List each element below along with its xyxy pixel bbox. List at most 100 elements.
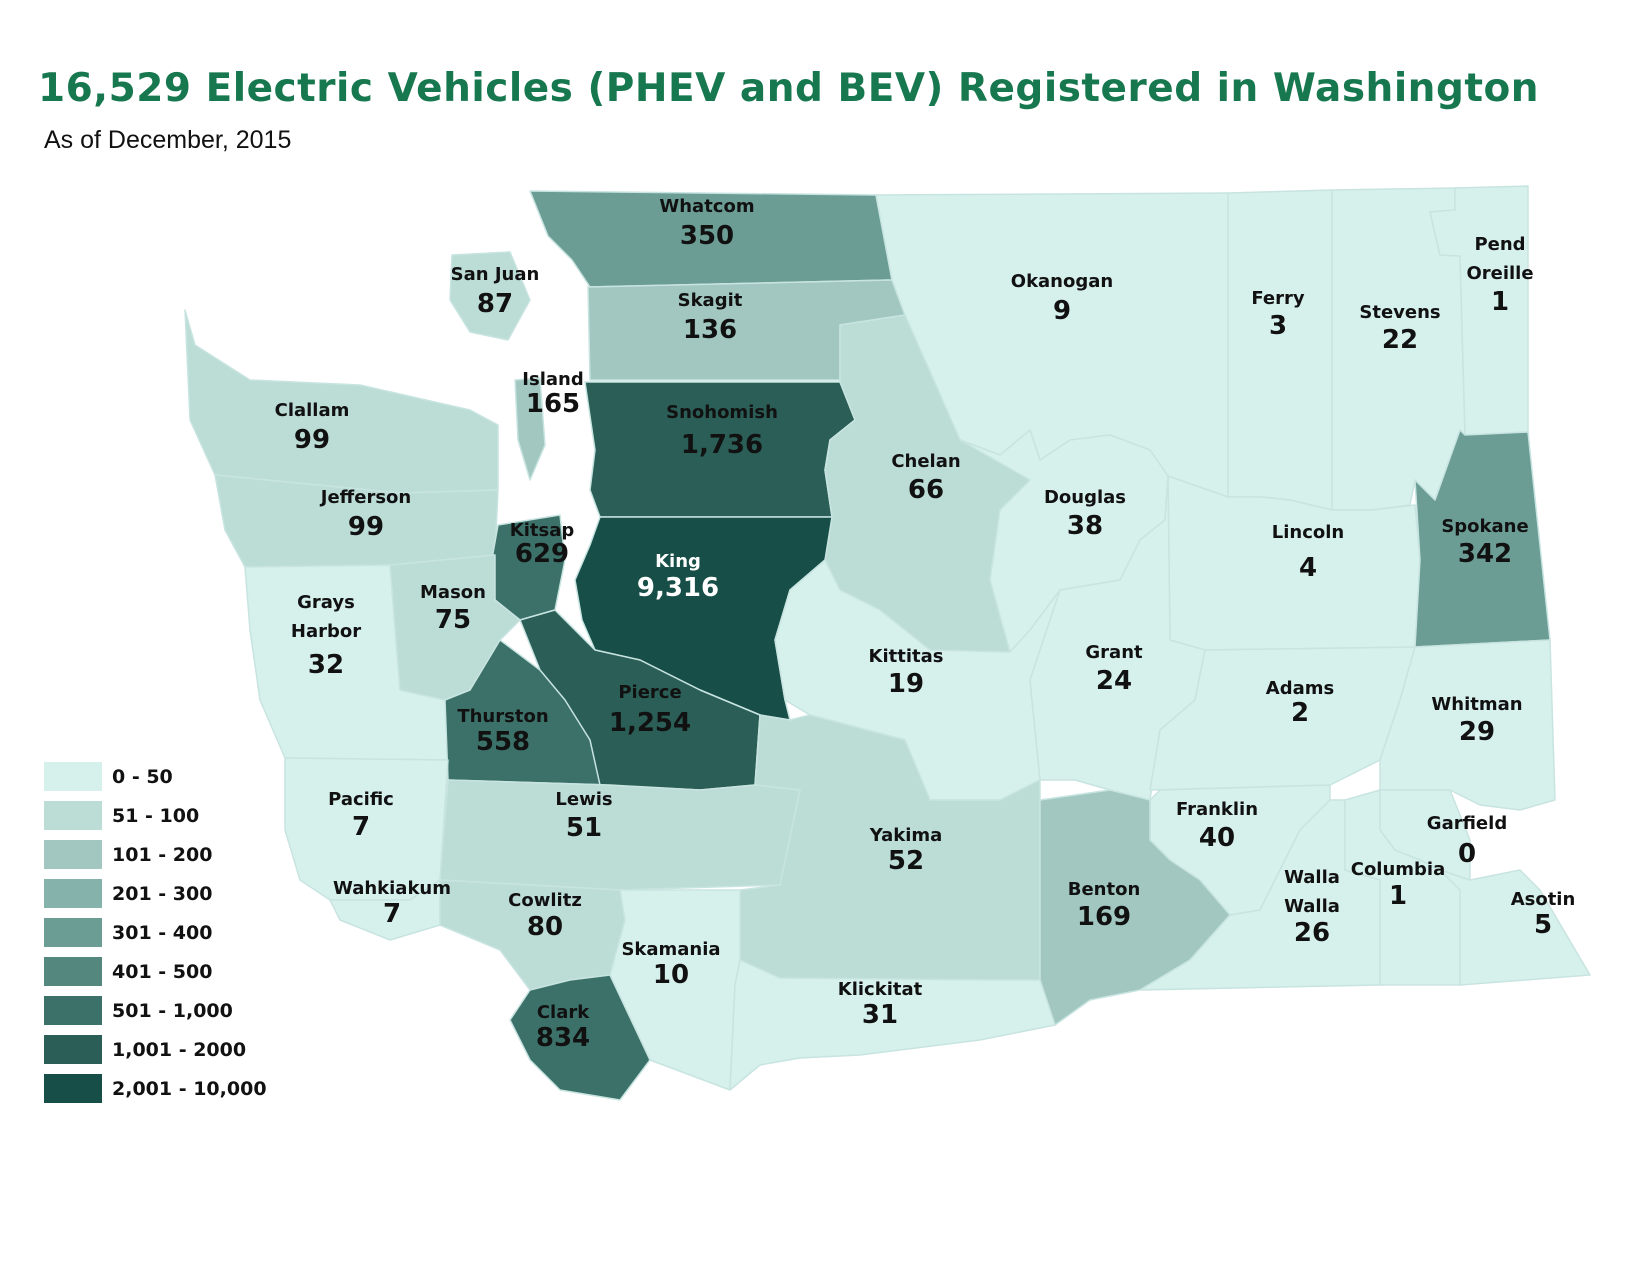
county-value-skagit: 136 xyxy=(683,315,737,345)
legend-label: 51 - 100 xyxy=(112,804,200,827)
county-name-whitman: Whitman xyxy=(1431,694,1522,715)
county-name-san-juan: San Juan xyxy=(451,264,540,285)
county-name-skamania: Skamania xyxy=(621,939,720,960)
legend-item: 301 - 400 xyxy=(44,913,267,952)
legend-label: 0 - 50 xyxy=(112,765,173,788)
county-value-san-juan: 87 xyxy=(477,289,513,319)
county-name-okanogan: Okanogan xyxy=(1011,271,1113,292)
legend-item: 401 - 500 xyxy=(44,952,267,991)
legend-label: 301 - 400 xyxy=(112,921,213,944)
county-name-klickitat: Klickitat xyxy=(838,979,923,1000)
county-name-jefferson: Jefferson xyxy=(319,487,411,508)
county-value-grant: 24 xyxy=(1096,666,1132,696)
county-name-grays-harbor: Grays xyxy=(297,592,355,613)
county-value-king: 9,316 xyxy=(637,573,719,603)
map-subtitle: As of December, 2015 xyxy=(44,126,292,154)
county-name-asotin: Asotin xyxy=(1511,889,1576,910)
county-name-lewis: Lewis xyxy=(555,789,612,810)
county-name-walla-walla: Walla xyxy=(1284,896,1340,917)
county-name-spokane: Spokane xyxy=(1441,516,1528,537)
legend-swatch xyxy=(44,762,102,791)
county-value-jefferson: 99 xyxy=(348,512,384,542)
county-value-mason: 75 xyxy=(435,605,471,635)
legend-label: 1,001 - 2000 xyxy=(112,1038,247,1061)
county-name-stevens: Stevens xyxy=(1359,302,1440,323)
county-name-whatcom: Whatcom xyxy=(659,196,754,217)
legend-item: 0 - 50 xyxy=(44,757,267,796)
county-value-thurston: 558 xyxy=(476,727,530,757)
county-name-kittitas: Kittitas xyxy=(869,646,944,667)
county-value-grays-harbor: 32 xyxy=(308,650,344,680)
county-name-chelan: Chelan xyxy=(891,451,960,472)
county-value-lincoln: 4 xyxy=(1299,553,1317,583)
county-name-garfield: Garfield xyxy=(1427,813,1507,834)
county-value-whitman: 29 xyxy=(1459,717,1495,747)
county-name-adams: Adams xyxy=(1266,678,1334,699)
county-value-wahkiakum: 7 xyxy=(383,899,401,929)
county-spokane xyxy=(1414,429,1551,648)
legend-label: 101 - 200 xyxy=(112,843,213,866)
county-value-klickitat: 31 xyxy=(862,1000,898,1030)
county-name-clallam: Clallam xyxy=(275,400,350,421)
county-name-mason: Mason xyxy=(420,582,486,603)
county-value-benton: 169 xyxy=(1077,902,1131,932)
county-pend-oreille xyxy=(1429,185,1529,436)
county-name-lincoln: Lincoln xyxy=(1272,522,1344,543)
legend-item: 101 - 200 xyxy=(44,835,267,874)
county-value-franklin: 40 xyxy=(1199,823,1235,853)
county-name-thurston: Thurston xyxy=(457,706,548,727)
county-value-pend-oreille: 1 xyxy=(1491,287,1509,317)
legend-swatch xyxy=(44,879,102,908)
county-value-columbia: 1 xyxy=(1389,881,1407,911)
legend-item: 2,001 - 10,000 xyxy=(44,1069,267,1108)
county-name-walla-walla: Walla xyxy=(1284,867,1340,888)
legend-swatch xyxy=(44,1035,102,1064)
county-name-ferry: Ferry xyxy=(1251,288,1305,309)
legend-item: 1,001 - 2000 xyxy=(44,1030,267,1069)
county-value-island: 165 xyxy=(526,389,580,419)
legend-swatch xyxy=(44,801,102,830)
county-clallam xyxy=(184,309,499,494)
county-ferry xyxy=(1227,189,1333,511)
county-name-kitsap: Kitsap xyxy=(510,520,575,541)
county-name-wahkiakum: Wahkiakum xyxy=(333,878,451,899)
county-value-garfield: 0 xyxy=(1458,839,1476,869)
legend-swatch xyxy=(44,996,102,1025)
county-value-asotin: 5 xyxy=(1534,910,1552,940)
county-value-cowlitz: 80 xyxy=(527,912,563,942)
county-value-walla-walla: 26 xyxy=(1294,918,1330,948)
county-value-spokane: 342 xyxy=(1458,539,1512,569)
legend-item: 201 - 300 xyxy=(44,874,267,913)
county-name-benton: Benton xyxy=(1068,879,1141,900)
county-name-clark: Clark xyxy=(537,1002,590,1023)
county-asotin xyxy=(1439,869,1591,986)
map-legend: 0 - 50 51 - 100 101 - 200 201 - 300 301 - 40… xyxy=(44,757,267,1108)
county-name-pend-oreille: Pend xyxy=(1474,234,1525,255)
county-name-skagit: Skagit xyxy=(678,290,743,311)
county-name-pend-oreille: Oreille xyxy=(1466,263,1533,284)
county-value-ferry: 3 xyxy=(1269,311,1287,341)
county-value-douglas: 38 xyxy=(1067,511,1103,541)
county-island xyxy=(514,377,546,481)
county-value-pacific: 7 xyxy=(352,812,370,842)
county-value-pierce: 1,254 xyxy=(609,708,691,738)
county-name-yakima: Yakima xyxy=(869,825,943,846)
county-name-franklin: Franklin xyxy=(1176,799,1258,820)
legend-item: 501 - 1,000 xyxy=(44,991,267,1030)
legend-swatch xyxy=(44,918,102,947)
county-whitman xyxy=(1379,639,1556,811)
county-name-island: Island xyxy=(522,369,583,390)
legend-swatch xyxy=(44,957,102,986)
legend-label: 2,001 - 10,000 xyxy=(112,1077,267,1100)
county-name-pierce: Pierce xyxy=(618,682,681,703)
county-name-snohomish: Snohomish xyxy=(666,402,778,423)
county-lewis xyxy=(439,779,801,891)
county-clark xyxy=(509,974,651,1101)
map-title: 16,529 Electric Vehicles (PHEV and BEV) … xyxy=(38,66,1540,111)
county-value-stevens: 22 xyxy=(1382,325,1418,355)
county-name-columbia: Columbia xyxy=(1351,859,1446,880)
county-name-douglas: Douglas xyxy=(1044,487,1126,508)
county-value-kitsap: 629 xyxy=(515,539,569,569)
county-value-whatcom: 350 xyxy=(680,221,734,251)
